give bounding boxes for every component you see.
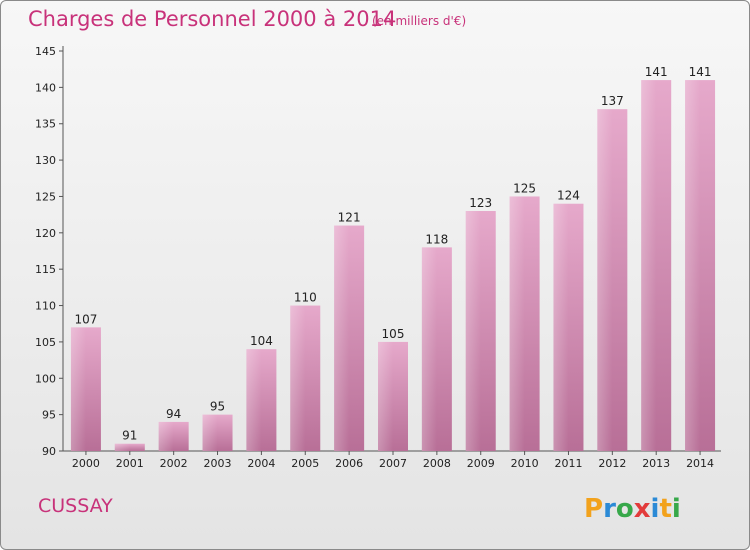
x-tick-label: 2004 xyxy=(247,457,275,470)
y-tick-label: 145 xyxy=(35,45,56,58)
bar-highlight xyxy=(290,305,306,451)
bar-highlight xyxy=(465,211,481,451)
data-label: 121 xyxy=(338,211,361,225)
bar-highlight xyxy=(509,196,525,451)
bar-highlight xyxy=(334,225,350,451)
data-label: 107 xyxy=(74,312,97,326)
bars xyxy=(70,80,716,451)
logo-letter: o xyxy=(616,494,634,524)
chart-title: Charges de Personnel 2000 à 2014 xyxy=(28,7,397,31)
bar-highlight xyxy=(597,109,613,451)
data-label: 123 xyxy=(469,196,492,210)
bar-highlight xyxy=(685,80,701,451)
bar-highlight xyxy=(70,327,86,451)
bar-highlight xyxy=(421,247,437,451)
data-label: 95 xyxy=(210,400,225,414)
x-tick-label: 2002 xyxy=(160,457,188,470)
logo-letter: t xyxy=(659,494,671,524)
data-label: 141 xyxy=(645,65,668,79)
x-tick-label: 2007 xyxy=(379,457,407,470)
y-tick-label: 120 xyxy=(35,227,56,240)
x-tick-label: 2012 xyxy=(598,457,626,470)
y-tick-label: 135 xyxy=(35,118,56,131)
logo-letter: x xyxy=(634,494,651,524)
data-label: 104 xyxy=(250,334,273,348)
bar-highlight xyxy=(246,349,262,451)
bar-highlight xyxy=(202,414,218,451)
data-label: 118 xyxy=(425,232,448,246)
y-tick-label: 130 xyxy=(35,154,56,167)
logo-letter: i xyxy=(651,494,660,524)
x-tick-label: 2008 xyxy=(423,457,451,470)
y-tick-label: 115 xyxy=(35,263,56,276)
logo-letter: P xyxy=(584,494,603,524)
x-tick-label: 2001 xyxy=(116,457,144,470)
bar-highlight xyxy=(158,421,174,451)
bar-highlight xyxy=(553,203,569,451)
data-label: 124 xyxy=(557,189,580,203)
data-label: 105 xyxy=(382,327,405,341)
y-tick-label: 105 xyxy=(35,336,56,349)
bar-highlight xyxy=(114,443,130,451)
x-tick-label: 2009 xyxy=(467,457,495,470)
data-labels: 107 91 94 95 104 110 121 105 118 123 125 124 137 141 1… xyxy=(74,65,711,443)
axes: 90 95 100 105 110 115 120 125 130 135 140 145 2000 20… xyxy=(35,45,721,470)
data-label: 141 xyxy=(689,65,712,79)
y-tick-label: 90 xyxy=(42,445,56,458)
x-tick-label: 2010 xyxy=(511,457,539,470)
x-tick-label: 2003 xyxy=(204,457,232,470)
y-tick-label: 140 xyxy=(35,81,56,94)
x-tick-label: 2014 xyxy=(686,457,714,470)
x-tick-label: 2000 xyxy=(72,457,100,470)
place-name: CUSSAY xyxy=(38,495,113,517)
x-tick-label: 2005 xyxy=(291,457,319,470)
data-label: 125 xyxy=(513,181,536,195)
logo-letter: r xyxy=(603,494,616,524)
x-tick-label: 2013 xyxy=(642,457,670,470)
logo-letter: i xyxy=(672,494,681,524)
data-label: 94 xyxy=(166,407,181,421)
proxiti-logo: Proxiti xyxy=(584,494,681,524)
data-label: 137 xyxy=(601,94,624,108)
y-tick-label: 110 xyxy=(35,300,56,313)
svg-text:Proxiti: Proxiti xyxy=(584,494,681,524)
y-tick-label: 95 xyxy=(42,409,56,422)
y-tick-label: 125 xyxy=(35,190,56,203)
chart-subtitle: (en milliers d'€) xyxy=(372,14,467,28)
data-label: 91 xyxy=(122,429,137,443)
data-label: 110 xyxy=(294,291,317,305)
x-tick-label: 2011 xyxy=(554,457,582,470)
y-tick-label: 100 xyxy=(35,372,56,385)
bar-highlight xyxy=(378,341,393,451)
bar-highlight xyxy=(641,80,657,451)
x-tick-label: 2006 xyxy=(335,457,363,470)
